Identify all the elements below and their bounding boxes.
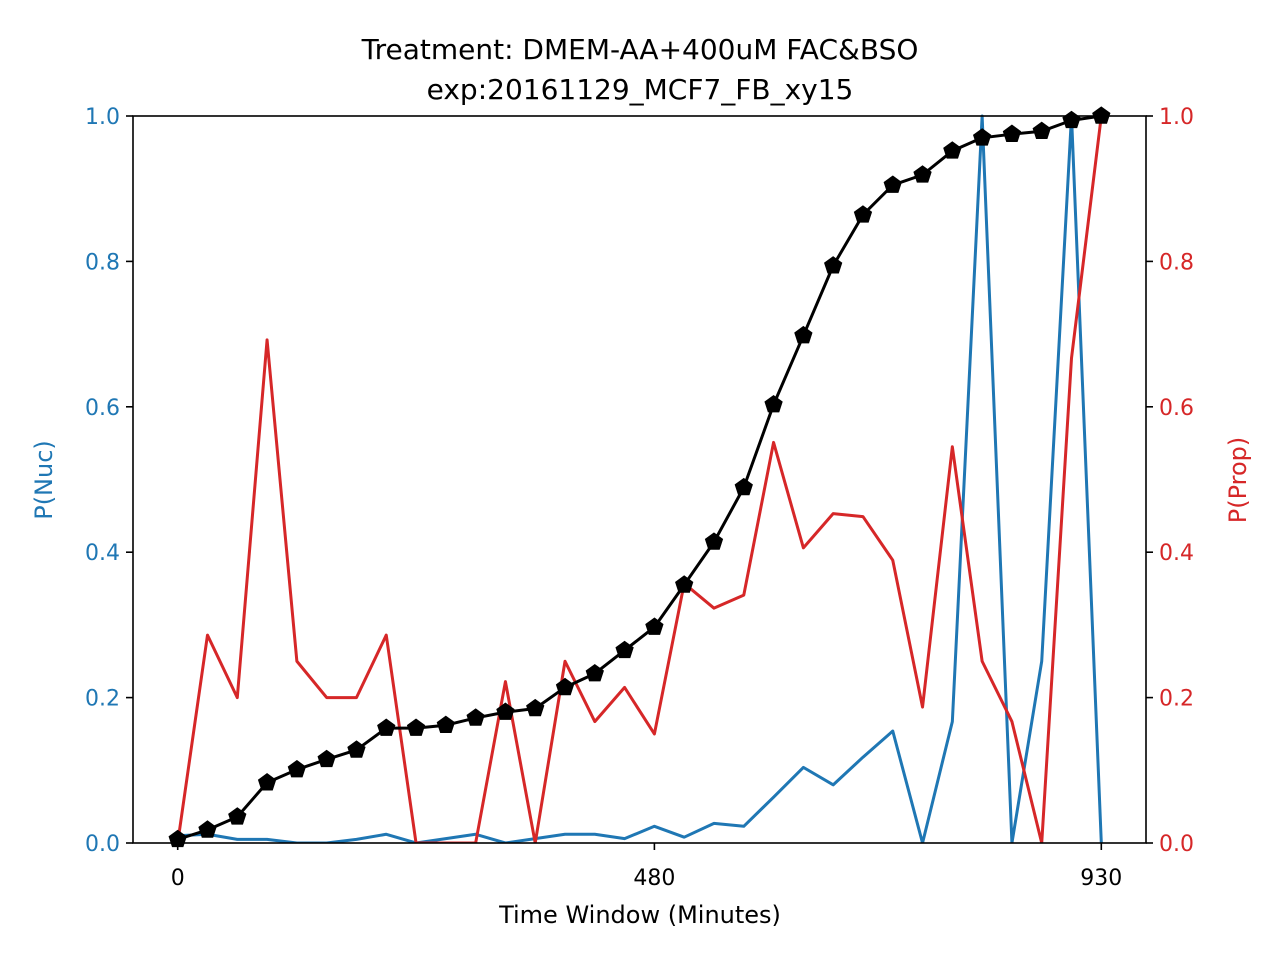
y-axis-left-label: P(Nuc) xyxy=(30,440,58,520)
data-point xyxy=(794,325,813,344)
data-point xyxy=(257,773,277,791)
y-right-tick-label: 0.4 xyxy=(1159,541,1194,566)
data-point xyxy=(555,677,575,696)
data-point xyxy=(406,718,426,736)
y-right-tick-label: 0.2 xyxy=(1159,687,1194,712)
y-right-tick-label: 0.6 xyxy=(1159,396,1194,421)
data-point xyxy=(943,141,962,159)
data-point xyxy=(675,575,694,593)
series-line-1 xyxy=(176,115,1103,843)
data-point xyxy=(317,749,336,768)
data-point xyxy=(1092,106,1111,124)
data-point xyxy=(883,175,902,193)
data-point xyxy=(645,617,664,635)
data-point xyxy=(198,820,217,838)
data-point xyxy=(347,740,366,758)
data-point xyxy=(436,715,455,734)
data-point xyxy=(824,256,843,274)
y-left-tick-label: 0.8 xyxy=(85,250,120,275)
data-point xyxy=(496,702,515,720)
data-point xyxy=(1002,124,1022,142)
chart-title: Treatment: DMEM-AA+400uM FAC&BSO xyxy=(361,33,919,66)
data-point xyxy=(972,128,992,146)
y-axis-right-label: P(Prop) xyxy=(1224,437,1252,524)
y-left-tick-label: 1.0 xyxy=(85,105,120,130)
data-point xyxy=(734,477,753,496)
series-line-2 xyxy=(177,114,1102,841)
data-point xyxy=(466,708,485,726)
data-point xyxy=(228,807,247,825)
data-point xyxy=(585,663,604,682)
x-tick-label: 930 xyxy=(1080,866,1122,891)
axes-layer: 0 480 930 0.0 0.2 0.4 0.6 0.8 1.0 0.0 0.2 0.4 0.6 0.8… xyxy=(85,105,1194,891)
data-point xyxy=(1032,121,1051,140)
plot-frame xyxy=(132,115,1147,844)
x-tick-label: 0 xyxy=(171,866,185,891)
y-left-tick-label: 0.6 xyxy=(85,396,120,421)
data-point xyxy=(764,395,783,413)
data-point xyxy=(526,698,545,717)
data-point xyxy=(287,759,307,778)
y-left-tick-label: 0.2 xyxy=(85,687,120,712)
chart-subtitle: exp:20161129_MCF7_FB_xy15 xyxy=(427,73,854,106)
y-right-tick-label: 1.0 xyxy=(1159,105,1194,130)
data-point xyxy=(1062,110,1081,129)
data-point xyxy=(615,640,634,659)
series-layer xyxy=(168,106,1111,848)
data-point xyxy=(704,532,724,550)
data-point xyxy=(853,205,873,223)
x-tick-label: 480 xyxy=(633,866,675,891)
y-right-tick-label: 0.8 xyxy=(1159,250,1194,275)
y-left-tick-label: 0.4 xyxy=(85,541,120,566)
series-line-0 xyxy=(177,114,1103,843)
y-left-tick-label: 0.0 xyxy=(85,832,120,857)
y-right-tick-label: 0.0 xyxy=(1159,832,1194,857)
data-point xyxy=(913,165,932,183)
data-point xyxy=(377,718,396,736)
x-axis-label: Time Window (Minutes) xyxy=(498,901,781,929)
